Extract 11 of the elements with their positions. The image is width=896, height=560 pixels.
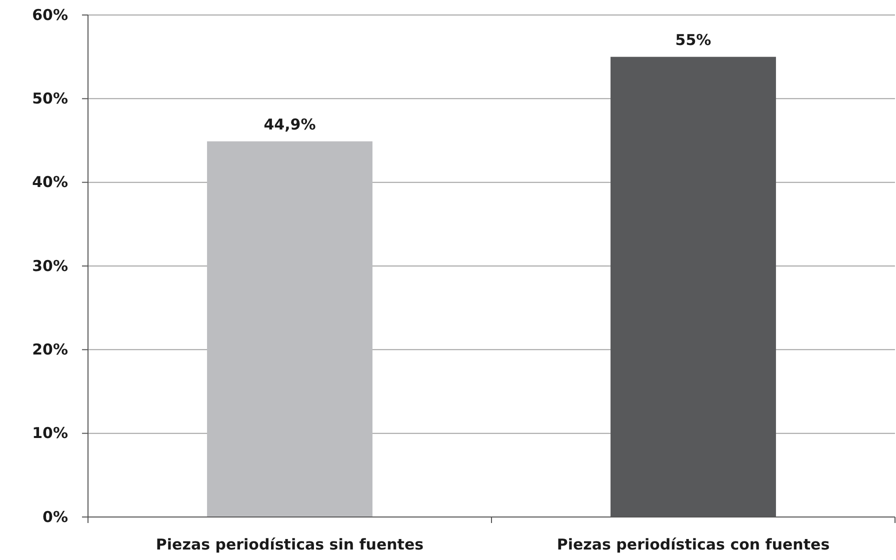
x-tick-label: Piezas periodísticas con fuentes bbox=[556, 536, 830, 554]
y-tick-label: 50% bbox=[32, 89, 68, 108]
x-tick-label: Piezas periodísticas sin fuentes bbox=[156, 536, 424, 554]
data-label: 55% bbox=[675, 30, 712, 49]
y-tick-label: 40% bbox=[32, 173, 68, 192]
y-tick-label: 0% bbox=[42, 508, 68, 526]
y-tick-label: 30% bbox=[32, 256, 68, 275]
y-tick-label: 60% bbox=[32, 6, 68, 24]
y-tick-label: 10% bbox=[32, 424, 68, 442]
data-label: 44,9% bbox=[264, 115, 316, 134]
y-tick-label: 20% bbox=[32, 340, 68, 358]
